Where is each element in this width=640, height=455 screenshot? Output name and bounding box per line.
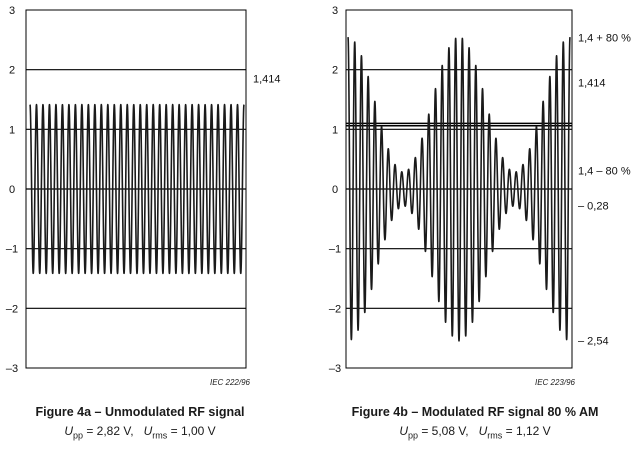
urms-value-b: = 1,12 V [502,424,551,438]
annotation-1-3: – 0,28 [578,201,609,213]
annotation-1-2: 1,4 – 80 % [578,165,631,177]
y-tick-label-0-2: 1 [9,124,15,136]
y-tick-label-1-6: –3 [329,363,341,375]
annotation-1-4: – 2,54 [578,336,609,348]
y-tick-label-0-3: 0 [9,184,15,196]
urms-value-a: = 1,00 V [167,424,216,438]
signal-trace-1 [347,36,571,342]
iec-ref-a: IEC 222/96 [209,378,250,387]
signal-trace-0 [29,103,245,275]
urms-sub-b: rms [487,430,503,441]
upp-value-b: = 5,08 V, [418,424,469,438]
y-tick-label-1-1: 2 [332,65,338,77]
annotation-1-1: 1,414 [578,78,606,90]
y-tick-label-0-1: 2 [9,65,15,77]
upp-symbol-b: U [399,424,408,438]
y-tick-label-0-5: –2 [6,303,18,315]
y-tick-label-1-4: –1 [329,244,341,256]
y-tick-label-0-6: –3 [6,363,18,375]
y-tick-label-1-0: 3 [332,5,338,17]
y-tick-label-0-4: –1 [6,244,18,256]
caption-figure-4b: Figure 4b – Modulated RF signal 80 % AM [351,405,599,419]
formula-figure-4a: Upp = 2,82 V, Urms = 1,00 V [20,424,260,440]
upp-sub-b: pp [407,430,418,441]
annotation-1-0: 1,4 + 80 % [578,32,631,44]
caption-figure-4a: Figure 4a – Unmodulated RF signal [35,405,245,419]
iec-ref-b: IEC 223/96 [534,378,575,387]
formula-figure-4b: Upp = 5,08 V, Urms = 1,12 V [330,424,620,440]
y-tick-label-1-5: –2 [329,303,341,315]
y-tick-label-1-2: 1 [332,124,338,136]
upp-sub-a: pp [72,430,83,441]
urms-symbol-b: U [478,424,488,438]
upp-symbol-a: U [64,424,73,438]
y-tick-label-1-3: 0 [332,184,338,196]
y-tick-label-0-0: 3 [9,5,15,17]
urms-symbol-a: U [143,424,153,438]
urms-sub-a: rms [152,430,168,441]
annotation-0-0: 1,414 [253,74,281,86]
upp-value-a: = 2,82 V, [83,424,134,438]
